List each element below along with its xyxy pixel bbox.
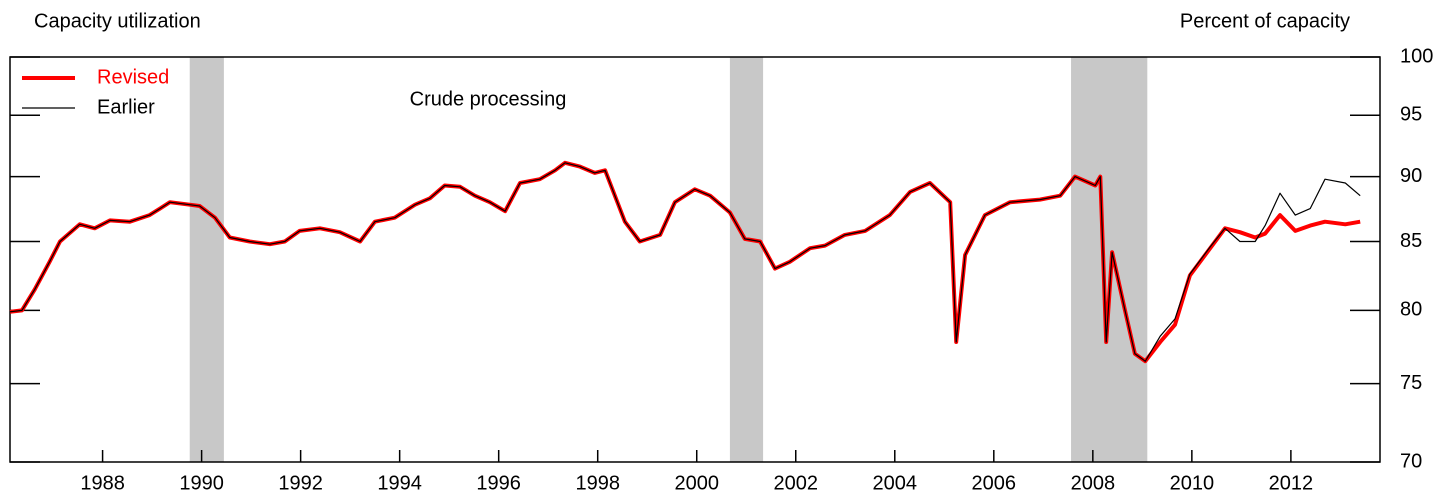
x-tick-label: 1998 [575, 472, 620, 494]
line-series [9, 162, 1361, 362]
y-tick-label: 90 [1400, 165, 1422, 187]
recession-band [729, 57, 764, 462]
y-tick-label: 80 [1400, 299, 1422, 321]
x-tick-label: 1990 [179, 472, 224, 494]
annotation: Crude processing [410, 88, 567, 110]
x-tick-label: 2002 [774, 472, 819, 494]
y-tick-label: 95 [1400, 104, 1422, 126]
y-tick-label: 100 [1400, 45, 1433, 67]
recession-band [189, 57, 224, 462]
y-axis-label: Percent of capacity [1180, 10, 1350, 32]
x-tick-label: 2010 [1170, 472, 1215, 494]
recession-band [1071, 57, 1148, 462]
x-tick-label: 1996 [476, 472, 521, 494]
plot-frame [9, 56, 1381, 463]
y-tick-label: 75 [1400, 372, 1422, 394]
legend-label: Revised [97, 66, 169, 88]
x-tick-label: 1992 [278, 472, 323, 494]
y-tick-label: 70 [1400, 450, 1422, 472]
y-tick-label: 85 [1400, 230, 1422, 252]
x-tick-label: 1994 [377, 472, 422, 494]
x-tick-label: 2000 [674, 472, 719, 494]
x-tick-label: 2012 [1269, 472, 1314, 494]
x-tick-label: 2004 [873, 472, 918, 494]
x-tick-label: 2008 [1071, 472, 1116, 494]
legend-label: Earlier [97, 96, 155, 118]
x-tick-label: 2006 [972, 472, 1017, 494]
chart-title: Capacity utilization [34, 10, 201, 32]
x-tick-label: 1988 [80, 472, 125, 494]
